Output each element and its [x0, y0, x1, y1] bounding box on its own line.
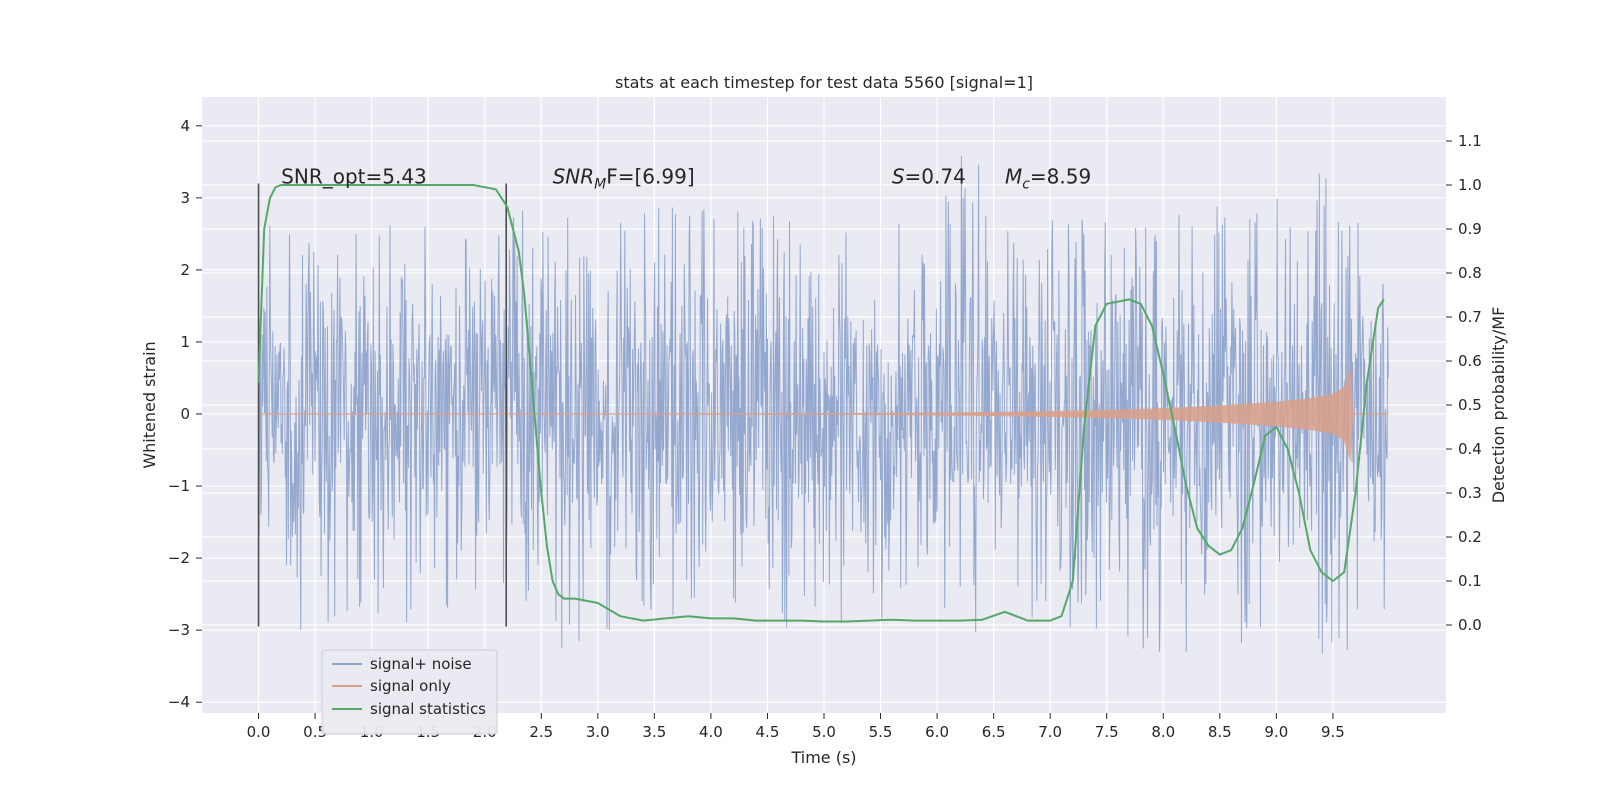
y2-tick-label: 0.7 — [1458, 308, 1482, 326]
series-signal-only — [258, 365, 1389, 463]
y2-tick-label: 0.5 — [1458, 396, 1482, 414]
series-signal-plus-noise — [258, 155, 1389, 654]
y2-tick-label: 0.8 — [1458, 264, 1482, 282]
x-tick-label: 5.0 — [812, 723, 836, 741]
legend-label-signal-plus-noise: signal+ noise — [370, 655, 472, 673]
x-tick-label: 6.5 — [982, 723, 1006, 741]
legend-label-signal-only: signal only — [370, 677, 451, 695]
y2-tick-label: 1.0 — [1458, 176, 1482, 194]
x-tick-label: 5.5 — [869, 723, 893, 741]
y-tick-label: 3 — [180, 189, 190, 207]
x-tick-label: 6.0 — [925, 723, 949, 741]
x-tick-label: 9.5 — [1321, 723, 1345, 741]
x-tick-label: 8.0 — [1151, 723, 1175, 741]
annotation-1: SNRMF=[6.99] — [553, 164, 695, 192]
x-axis-label: Time (s) — [790, 748, 856, 767]
x-tick-label: 4.0 — [699, 723, 723, 741]
y-tick-label: −4 — [168, 693, 190, 711]
y-tick-label: 2 — [180, 261, 190, 279]
annotations: SNR_opt=5.43 SNRMF=[6.99] S=0.74 Mc=8.59 — [281, 164, 1091, 192]
y2-tick-label: 0.6 — [1458, 352, 1482, 370]
y-tick-label: −1 — [168, 477, 190, 495]
annotation-0: SNR_opt=5.43 — [281, 164, 427, 188]
signal-plus-noise-line — [258, 155, 1389, 654]
x-tick-label: 3.5 — [642, 723, 666, 741]
y2-tick-label: 0.3 — [1458, 484, 1482, 502]
x-tick-label: 0.0 — [247, 723, 271, 741]
x-tick-label: 0.5 — [303, 723, 327, 741]
y-tick-label: 1 — [180, 333, 190, 351]
y2-tick-label: 0.1 — [1458, 572, 1482, 590]
y-tick-label: −3 — [168, 621, 190, 639]
x-tick-label: 4.5 — [756, 723, 780, 741]
x-tick-label: 3.0 — [586, 723, 610, 741]
legend-label-signal-statistics: signal statistics — [370, 700, 486, 718]
x-tick-label: 8.5 — [1208, 723, 1232, 741]
y2-tick-label: 0.9 — [1458, 220, 1482, 238]
y2-tick-label: 0.2 — [1458, 528, 1482, 546]
y-axis-label: Whitened strain — [140, 341, 159, 468]
x-tick-label: 7.0 — [1038, 723, 1062, 741]
annotation-2: S=0.74 — [892, 164, 966, 188]
legend: signal+ noise signal only signal statist… — [321, 649, 498, 735]
y-tick-label: 4 — [180, 117, 190, 135]
y2-tick-label: 1.1 — [1458, 132, 1482, 150]
series-signal-statistics — [257, 184, 1385, 623]
legend-box — [321, 649, 498, 735]
axes: 0.00.51.01.52.02.53.03.54.04.55.05.56.06… — [168, 117, 1482, 741]
y-tick-label: −2 — [168, 549, 190, 567]
x-tick-label: 7.5 — [1095, 723, 1119, 741]
y2-tick-label: 0.4 — [1458, 440, 1482, 458]
chart-title: stats at each timestep for test data 556… — [615, 73, 1033, 92]
y2-tick-label: 0.0 — [1458, 616, 1482, 634]
annotation-3: Mc=8.59 — [1005, 164, 1091, 192]
signal-statistics-line — [257, 184, 1385, 623]
vertical-markers — [257, 183, 508, 627]
x-tick-label: 2.5 — [529, 723, 553, 741]
y2-axis-label: Detection probability/MF — [1489, 307, 1508, 504]
x-tick-label: 9.0 — [1264, 723, 1288, 741]
y-tick-label: 0 — [180, 405, 190, 423]
